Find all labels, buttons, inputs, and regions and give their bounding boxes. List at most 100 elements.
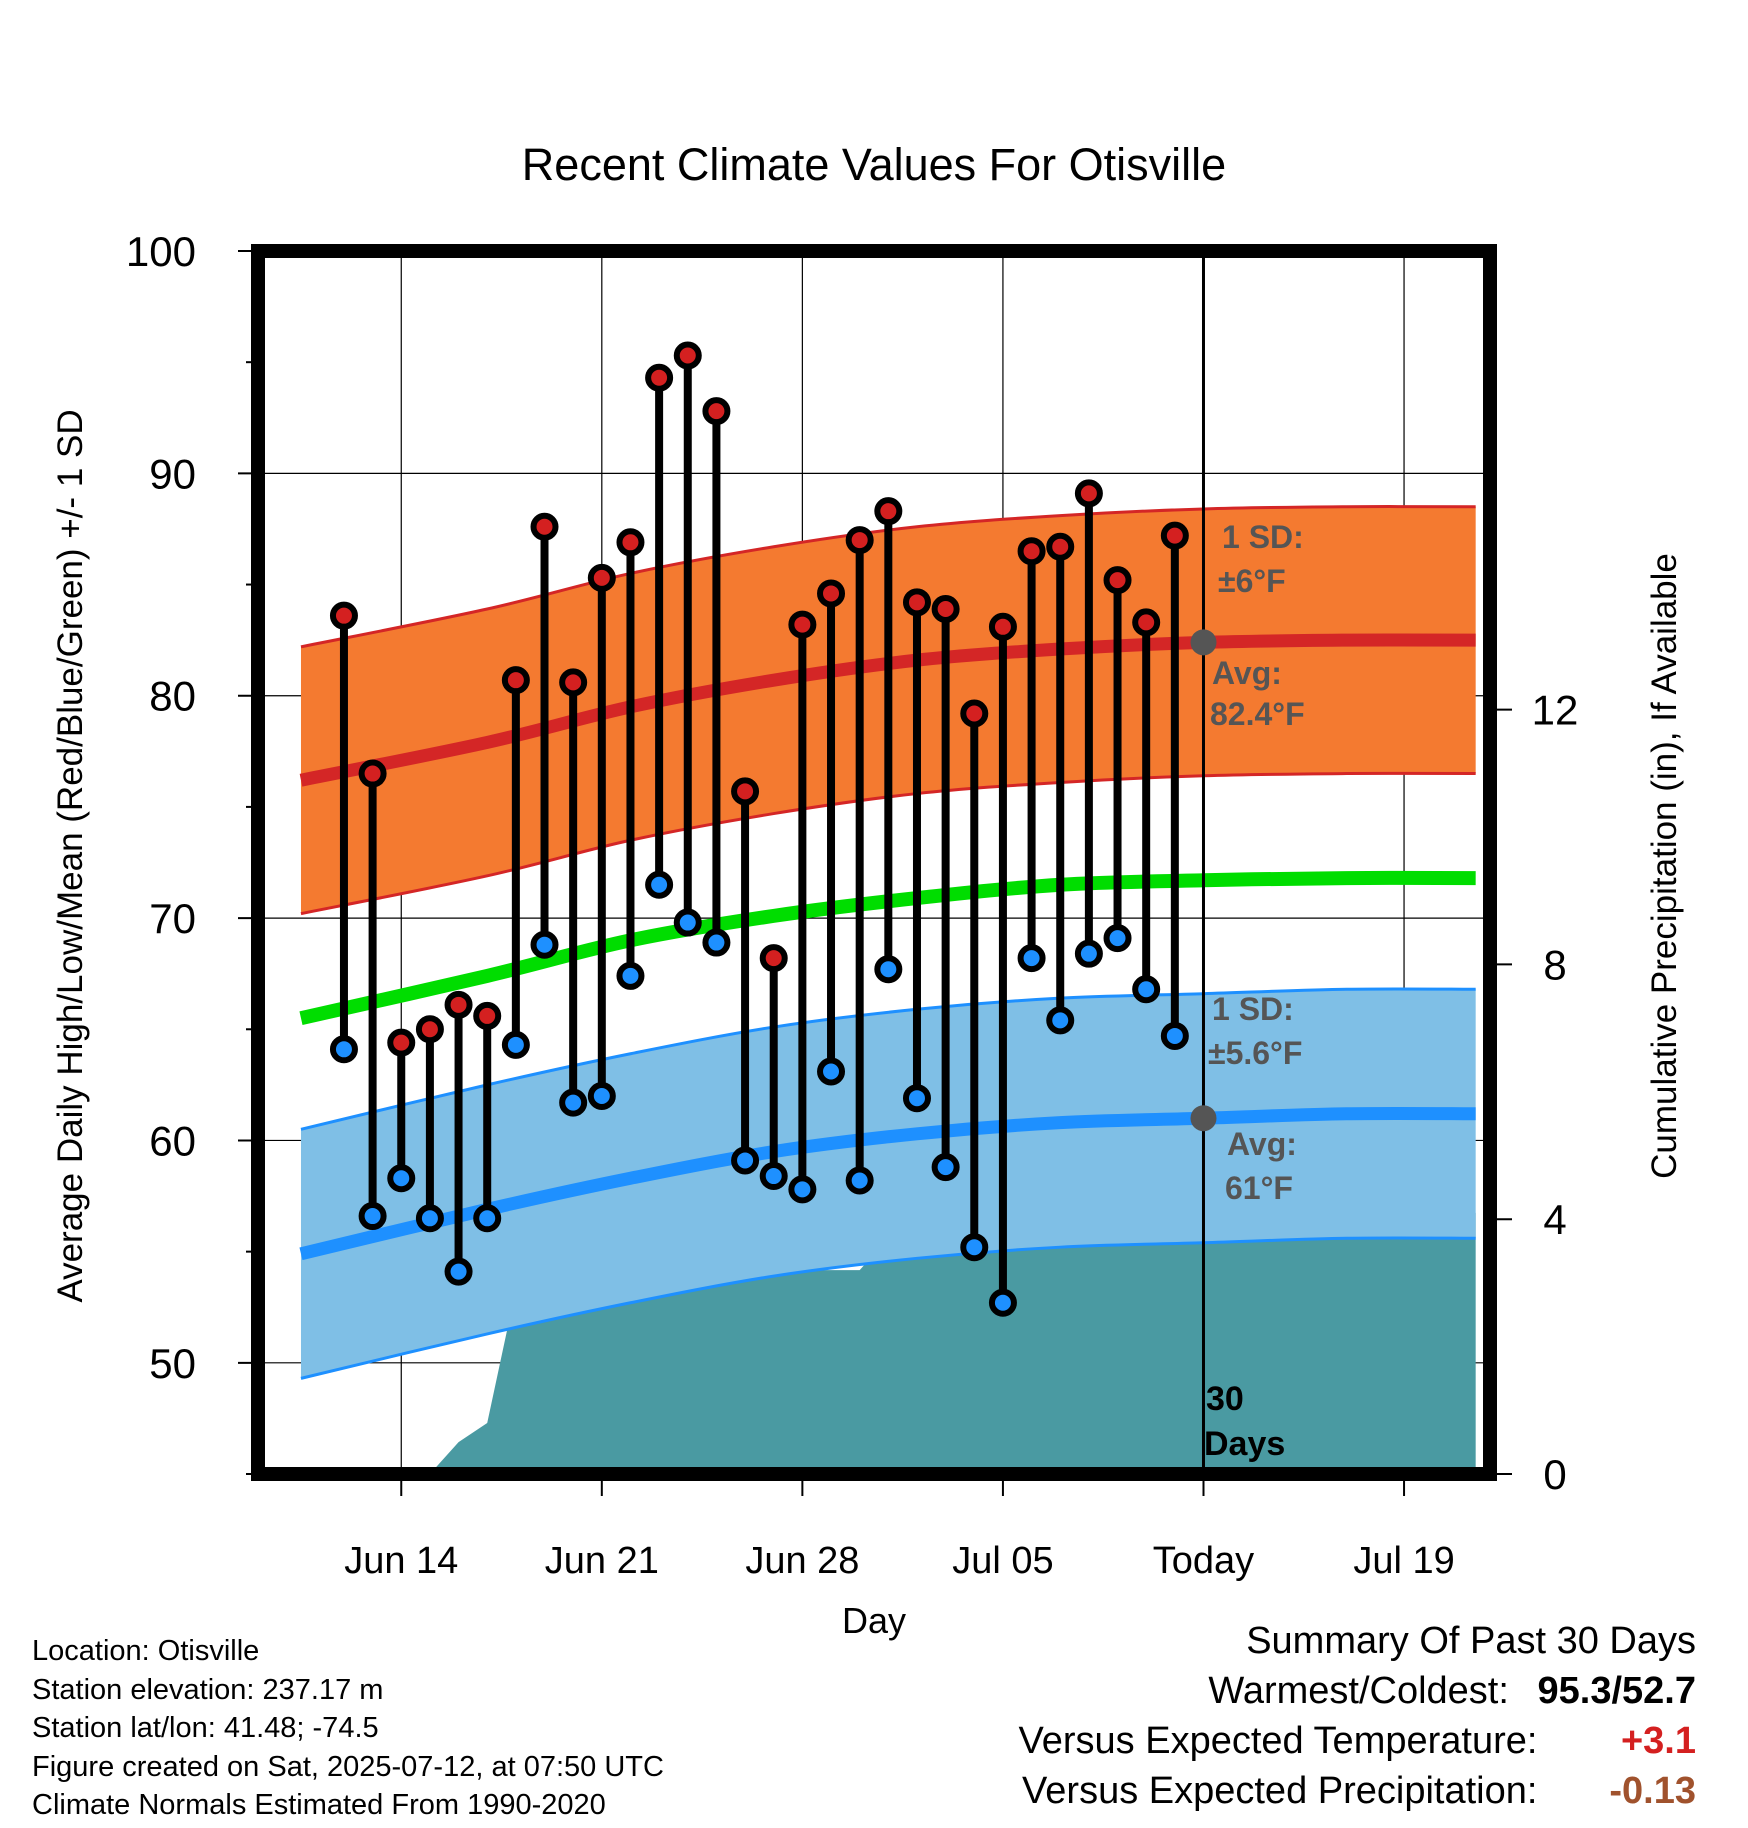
daily-high-point-24 [1017,537,1046,566]
daily-low-point-16 [788,1175,817,1204]
x-tick-label-7: Jul 19 [1353,1540,1454,1582]
summary-warm-cold-label: Warmest/Coldest: [1208,1670,1509,1712]
daily-high-point-27 [1103,566,1132,595]
daily-high-point-16 [788,610,817,639]
daily-low-point-26 [1074,939,1103,968]
daily-low-point-9 [587,1081,616,1110]
summary-warm-cold-row: Warmest/Coldest: 95.3/52.7 [1019,1666,1696,1716]
low-avg-value: 61°F [1225,1170,1293,1206]
daily-low-point-2 [387,1164,416,1193]
daily-high-point-1 [358,759,387,788]
daily-high-point-2 [387,1028,416,1057]
station-metadata: Location: Otisville Station elevation: 2… [32,1632,664,1825]
daily-high-point-22 [960,699,989,728]
daily-high-point-7 [530,512,559,541]
daily-low-point-11 [645,870,674,899]
daily-low-point-23 [988,1288,1017,1317]
daily-high-point-15 [759,944,788,973]
daily-values [329,341,1189,1317]
today-days-word: Days [1204,1425,1285,1463]
daily-high-point-5 [473,1001,502,1030]
summary-warmest: 95.3 [1537,1670,1612,1712]
y-axis-left-label: Average Daily High/Low/Mean (Red/Blue/Gr… [51,409,90,1302]
meta-location: Location: Otisville [32,1635,260,1667]
summary-coldest: 52.7 [1622,1670,1696,1712]
normal-low-line [299,1106,1476,1261]
y-left-tick-label-80: 80 [149,673,196,720]
summary-title: Summary Of Past 30 Days [1246,1620,1696,1662]
daily-low-point-25 [1046,1006,1075,1035]
daily-low-point-27 [1103,924,1132,953]
daily-low-point-29 [1160,1021,1189,1050]
daily-low-point-13 [702,928,731,957]
meta-normals: Climate Normals Estimated From 1990-2020 [32,1789,606,1821]
plot-area [258,251,1490,1474]
daily-low-point-5 [473,1204,502,1233]
daily-high-point-18 [845,526,874,555]
y-left-tick-label-50: 50 [149,1340,196,1387]
x-tick-label--14: Jun 28 [745,1540,859,1582]
daily-low-point-20 [902,1084,931,1113]
precipitation-area [372,1212,1476,1474]
summary-panel: Summary Of Past 30 Days Warmest/Coldest:… [1019,1616,1696,1816]
daily-low-point-0 [329,1035,358,1064]
daily-low-point-18 [845,1166,874,1195]
daily-low-point-4 [444,1257,473,1286]
plot-frame [251,244,1497,1481]
daily-low-point-24 [1017,944,1046,973]
daily-high-point-23 [988,612,1017,641]
daily-high-point-29 [1160,521,1189,550]
daily-high-point-20 [902,588,931,617]
annotations: 1 SD: ±6°F Avg: 82.4°F 1 SD: ±5.6°F Avg: 61°F 30… [1204,519,1305,1463]
daily-high-point-12 [673,341,702,370]
low-sd-band-upper-edge [300,987,1476,1131]
low-avg-label: Avg: [1227,1126,1297,1162]
daily-low-point-14 [731,1146,760,1175]
meta-latlon: Station lat/lon: 41.48; -74.5 [32,1712,379,1744]
daily-high-point-3 [415,1015,444,1044]
summary-temp-value: +3.1 [1620,1720,1696,1762]
summary-precip-value: -0.13 [1609,1770,1696,1812]
today-marker [1190,251,1217,1474]
y-right-tick-label-4: 4 [1543,1196,1566,1243]
daily-low-point-6 [501,1030,530,1059]
low-sd-band-lower-edge [300,1236,1476,1380]
high-avg-value: 82.4°F [1210,696,1305,732]
normal-high-today-marker [1190,629,1217,656]
x-tick-label-0: Today [1153,1540,1254,1582]
daily-high-point-4 [444,990,473,1019]
daily-low-point-21 [931,1153,960,1182]
y-right-tick-label-12: 12 [1532,687,1579,734]
chart-title: Recent Climate Values For Otisville [522,139,1226,190]
meta-created: Figure created on Sat, 2025-07-12, at 07… [32,1750,664,1783]
normal-low-today-marker [1190,1105,1217,1132]
y-left-tick-label-70: 70 [149,895,196,942]
summary-precip-label: Versus Expected Precipitation: [1022,1770,1538,1812]
x-tick-label--7: Jul 05 [952,1540,1053,1582]
daily-high-point-9 [587,563,616,592]
daily-high-point-10 [616,528,645,557]
summary-slash: / [1611,1670,1623,1712]
summary-warm-cold-value: 95.3/52.7 [1538,1666,1697,1716]
daily-high-point-19 [874,497,903,526]
daily-high-point-8 [559,668,588,697]
daily-high-point-21 [931,595,960,624]
x-axis-label: Day [842,1600,906,1641]
high-sd-band-upper-edge [300,505,1476,649]
daily-high-point-25 [1046,532,1075,561]
summary-temp-label: Versus Expected Temperature: [1018,1720,1538,1762]
daily-low-point-10 [616,961,645,990]
daily-low-point-1 [358,1202,387,1231]
daily-low-point-19 [874,955,903,984]
daily-high-point-11 [645,363,674,392]
y-left-tick-label-60: 60 [149,1117,196,1164]
y-axis-right-label: Cumulative Precipitation (in), If Availa… [1645,553,1684,1179]
axis-ticks: 50 60 70 80 90 100 0 4 8 12 Jun 14 Jun 21 Jun 28 Jul … [126,228,1578,1582]
daily-high-point-0 [329,601,358,630]
daily-high-point-14 [731,777,760,806]
daily-low-point-22 [960,1233,989,1262]
y-left-tick-label-100: 100 [126,228,196,275]
daily-low-point-17 [817,1057,846,1086]
daily-low-point-8 [559,1088,588,1117]
